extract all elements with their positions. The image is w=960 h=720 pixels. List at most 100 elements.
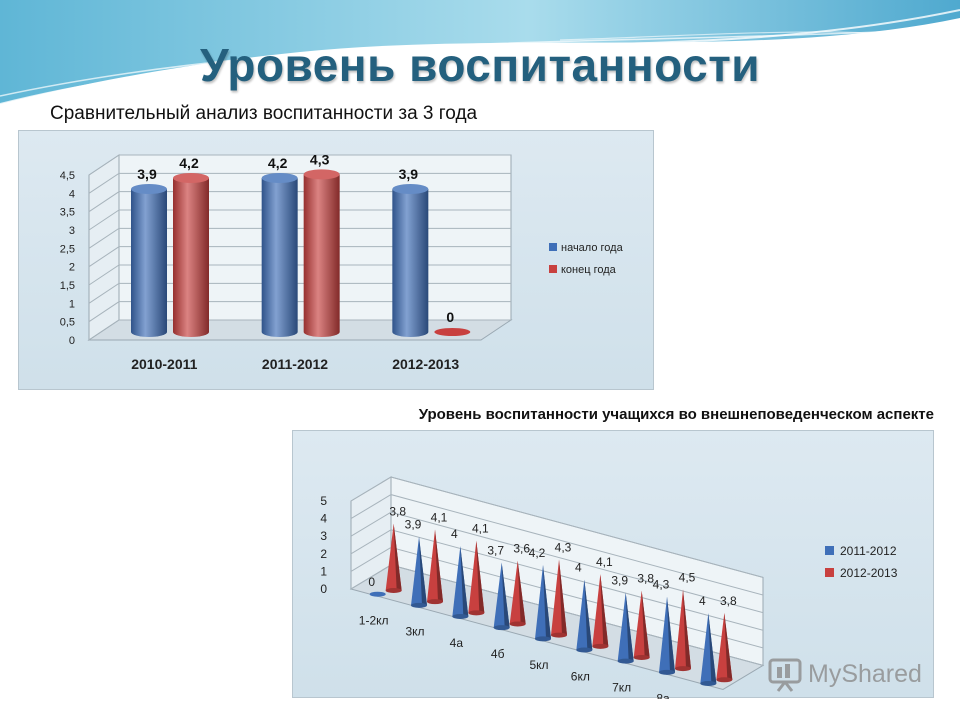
chart1-bar xyxy=(173,173,209,337)
chart2-cone-base xyxy=(592,643,609,649)
chart1-legend-label: конец года xyxy=(561,264,617,276)
chart2-ytick: 2 xyxy=(320,547,327,561)
chart1-bar-top xyxy=(303,169,340,180)
chart2-legend-label: 2012-2013 xyxy=(840,566,898,580)
chart1-bar xyxy=(261,173,298,337)
chart1-ytick: 1,5 xyxy=(60,280,75,292)
chart2-cone xyxy=(535,564,551,642)
chart2-cone-base xyxy=(633,654,650,660)
chart2-cone-shade xyxy=(543,564,551,639)
background-waves xyxy=(0,0,960,105)
chart-class-comparison: 0 1 2 3 4 5 0 3,8 1-2кл 3,9 4,1 3кл 4 4,1 4а 3,7 3,6 4б 4,… xyxy=(292,430,934,699)
chart1-data-label: 3,9 xyxy=(399,166,419,182)
chart1-bar xyxy=(131,184,167,337)
chart2-gridline xyxy=(350,529,764,631)
chart1-gridline xyxy=(88,282,511,304)
chart2-cone xyxy=(468,540,485,616)
chart2-cone xyxy=(576,579,593,653)
chart2-ytick: 5 xyxy=(320,494,327,508)
chart2-data-label: 3,7 xyxy=(487,544,504,558)
chart2-category-label: 1-2кл xyxy=(359,614,389,628)
chart2-data-label: 4,5 xyxy=(679,570,696,584)
chart1-gridline xyxy=(88,301,511,323)
chart2-ytick: 1 xyxy=(320,564,327,578)
chart1-gridline xyxy=(88,191,511,213)
chart2-cone-base xyxy=(411,602,427,608)
chart2-cone-base xyxy=(675,666,691,672)
chart2-cone-base xyxy=(385,588,402,594)
chart1-data-label: 0 xyxy=(446,309,454,325)
chart1-ytick: 0 xyxy=(69,335,75,347)
chart2-legend-swatch xyxy=(825,546,834,555)
chart1-data-label: 4,3 xyxy=(310,151,330,167)
chart2-cone-shade xyxy=(517,560,526,624)
chart1-data-label: 4,2 xyxy=(268,155,288,171)
chart2-cone xyxy=(369,591,386,597)
chart2-title: Уровень воспитанности учащихся во внешне… xyxy=(222,400,938,430)
chart2-data-label: 4,2 xyxy=(529,546,546,560)
presentation-icon xyxy=(768,658,802,692)
chart2-legend-label: 2011-2012 xyxy=(840,544,897,558)
chart2-data-label: 0 xyxy=(368,575,375,589)
chart2-ytick: 4 xyxy=(320,512,327,526)
chart1-legend-swatch xyxy=(549,243,557,251)
chart1-gridline xyxy=(88,154,511,176)
chart1-gridline xyxy=(88,319,511,341)
chart2-category-label: 5кл xyxy=(529,658,548,672)
chart1-bar-body xyxy=(392,189,429,337)
chart2-cone-shade xyxy=(584,579,593,650)
chart1-gridline xyxy=(88,264,511,286)
chart2-cone-base xyxy=(700,680,717,686)
chart2-cone-base xyxy=(617,658,634,664)
chart2-cone xyxy=(493,562,510,631)
chart2-data-label: 3,8 xyxy=(637,572,654,586)
chart2-gridline xyxy=(350,494,764,596)
chart2-cone-shade xyxy=(476,540,485,613)
chart1-category-label: 2012-2013 xyxy=(392,356,459,372)
chart1-ytick: 3 xyxy=(69,225,75,237)
chart2-cone-base xyxy=(716,677,733,683)
chart-yearly-comparison: 0 0,5 1 1,5 2 2,5 3 3,5 4 4,5 2010-2011 3,9 4,2 2011-… xyxy=(18,130,654,390)
chart2-cone xyxy=(592,574,609,649)
chart2-cone-shade xyxy=(460,546,469,617)
chart2-data-label: 4 xyxy=(699,594,706,608)
watermark: MyShared xyxy=(768,656,922,692)
chart2-cone-base xyxy=(468,610,485,616)
chart2-cone-shade xyxy=(501,562,510,628)
chart2-data-label: 3,9 xyxy=(405,518,422,532)
chart1-bar-zero xyxy=(434,328,471,336)
chart1-legend-label: начало года xyxy=(561,242,624,254)
chart2-cone-shade xyxy=(393,523,402,591)
chart2-cone-base xyxy=(427,599,443,605)
chart2-category-label: 3кл xyxy=(405,625,424,639)
chart1-gridline xyxy=(88,227,511,249)
chart2-data-label: 4,3 xyxy=(555,540,572,554)
chart2-cone xyxy=(716,612,733,683)
chart1-ytick: 3,5 xyxy=(60,207,75,219)
chart2-cone xyxy=(385,523,402,594)
chart2-cone-shade xyxy=(625,592,634,662)
chart2-data-label: 4,3 xyxy=(653,578,670,592)
chart1-gridline xyxy=(88,209,511,231)
chart2-cone-zero xyxy=(369,591,386,597)
chart2-category-label: 7кл xyxy=(612,681,631,695)
chart2-data-label: 4,1 xyxy=(431,511,448,525)
chart1-category-label: 2011-2012 xyxy=(262,356,328,372)
chart1-svg: 0 0,5 1 1,5 2 2,5 3 3,5 4 4,5 2010-2011 3,9 4,2 2011-… xyxy=(60,151,624,372)
chart2-category-label: 8а xyxy=(656,692,670,699)
chart1-ytick: 2 xyxy=(69,262,75,274)
chart1-bar xyxy=(434,328,471,336)
chart1-gridline xyxy=(88,246,511,268)
chart1-bar-body xyxy=(303,174,340,337)
chart2-cone xyxy=(509,560,526,627)
chart2-cone xyxy=(633,590,650,660)
page-title: Уровень воспитанности xyxy=(199,39,761,91)
chart2-data-label: 3,8 xyxy=(720,594,737,608)
chart1-legend-swatch xyxy=(549,265,557,273)
chart2-data-label: 3,8 xyxy=(389,505,406,519)
chart2-cone-shade xyxy=(641,590,650,658)
chart1-bar xyxy=(392,184,429,337)
chart1-bar-top xyxy=(131,184,167,194)
chart2-category-label: 4а xyxy=(450,636,464,650)
